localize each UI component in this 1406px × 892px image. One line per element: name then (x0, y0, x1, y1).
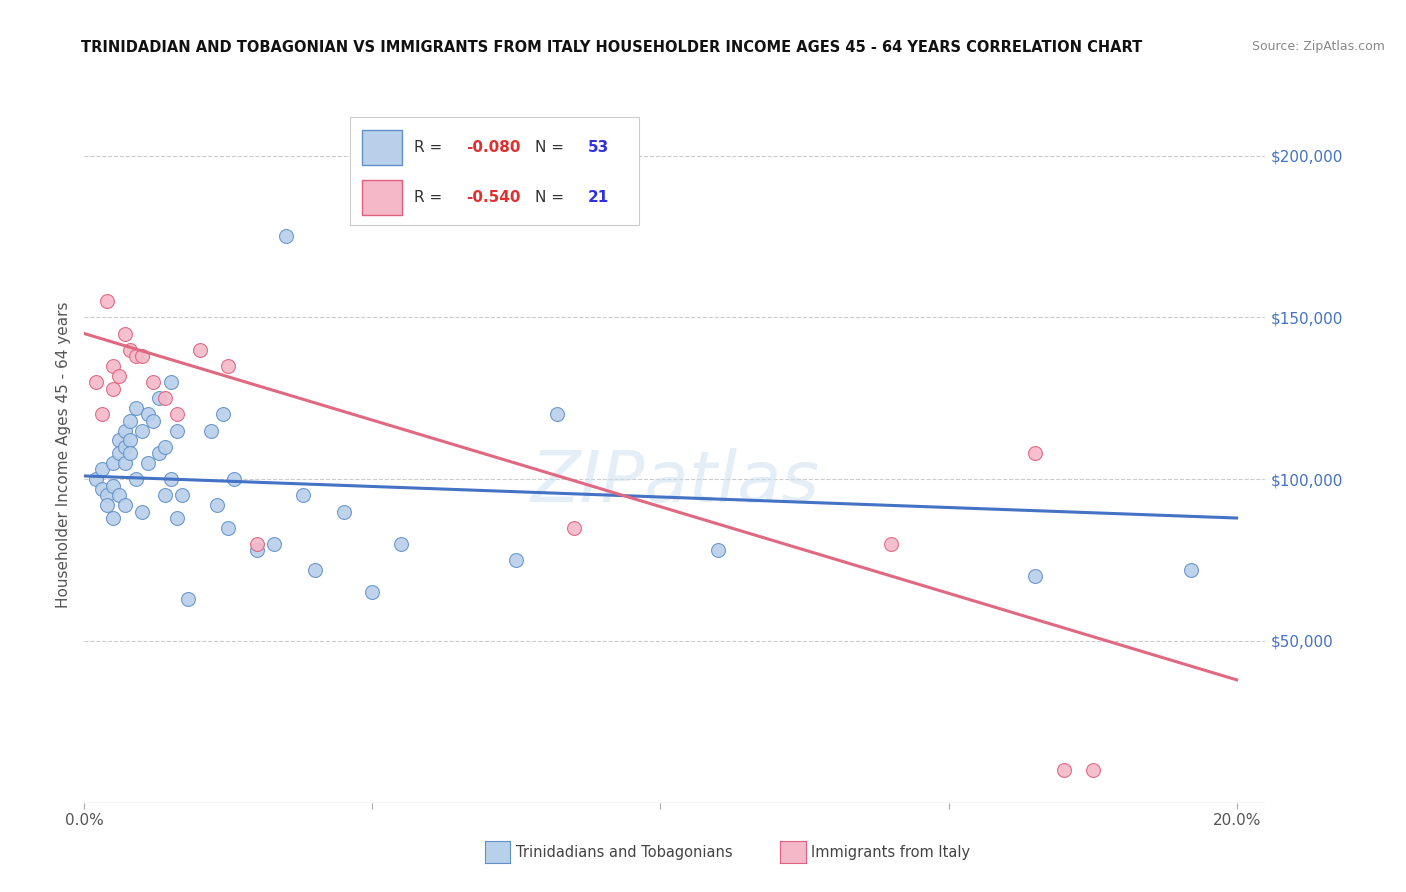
Point (84, 472, 107, 486)
Point (200, 424, 222, 438)
Text: Trinidadians and Tobagonians: Trinidadians and Tobagonians (516, 846, 733, 860)
Y-axis label: Householder Income Ages 45 - 64 years: Householder Income Ages 45 - 64 years (56, 301, 72, 608)
Point (131, 349, 153, 363)
Point (304, 563, 326, 577)
Point (246, 537, 269, 551)
Point (84, 375, 107, 389)
Point (246, 543, 269, 558)
Point (546, 408, 568, 422)
Point (114, 456, 136, 470)
Point (205, 498, 228, 512)
Point (153, 392, 176, 406)
Point (114, 440, 136, 454)
Point (166, 408, 188, 422)
Point (166, 424, 188, 438)
Point (114, 498, 136, 512)
Point (131, 424, 153, 438)
Point (101, 382, 124, 396)
Point (101, 478, 124, 492)
Point (101, 456, 124, 470)
Point (120, 414, 142, 428)
Point (172, 488, 194, 502)
Point (1081, 764, 1104, 778)
Text: TRINIDADIAN AND TOBAGONIAN VS IMMIGRANTS FROM ITALY HOUSEHOLDER INCOME AGES 45 -: TRINIDADIAN AND TOBAGONIAN VS IMMIGRANTS… (82, 40, 1142, 55)
Point (120, 446, 142, 460)
Point (188, 343, 211, 357)
Point (148, 392, 170, 406)
Point (1180, 563, 1202, 577)
Point (153, 488, 176, 502)
Point (108, 446, 131, 460)
Point (96, 498, 118, 512)
Point (90, 482, 112, 496)
Point (159, 375, 181, 389)
Point (292, 488, 315, 502)
Point (166, 511, 188, 525)
Point (332, 504, 354, 518)
Point (177, 591, 200, 606)
Point (361, 585, 384, 599)
Point (125, 349, 148, 363)
Point (153, 440, 176, 454)
Point (217, 359, 239, 373)
Point (136, 408, 159, 422)
Point (108, 488, 131, 502)
Point (101, 359, 124, 373)
Point (120, 434, 142, 448)
Text: Source: ZipAtlas.com: Source: ZipAtlas.com (1251, 40, 1385, 54)
Point (131, 504, 153, 518)
Point (217, 521, 239, 535)
Point (108, 368, 131, 383)
Point (148, 446, 170, 460)
Point (90, 408, 112, 422)
Point (211, 408, 233, 422)
Point (142, 414, 165, 428)
Point (142, 375, 165, 389)
Text: Immigrants from Italy: Immigrants from Italy (811, 846, 970, 860)
Point (707, 543, 730, 558)
Point (263, 537, 285, 551)
Point (1053, 764, 1076, 778)
Point (120, 343, 142, 357)
Point (136, 456, 159, 470)
Point (96, 294, 118, 309)
Point (159, 472, 181, 486)
Point (101, 511, 124, 525)
Point (96, 488, 118, 502)
Point (562, 521, 585, 535)
Point (125, 472, 148, 486)
Point (224, 472, 246, 486)
Text: ZIPatlas: ZIPatlas (530, 449, 820, 517)
Point (114, 326, 136, 341)
Point (1024, 446, 1046, 460)
Point (389, 537, 412, 551)
Point (880, 537, 903, 551)
Point (114, 424, 136, 438)
Point (505, 553, 527, 567)
Point (1024, 569, 1046, 583)
Point (90, 462, 112, 476)
Point (125, 401, 148, 415)
Point (274, 229, 297, 244)
Point (108, 434, 131, 448)
